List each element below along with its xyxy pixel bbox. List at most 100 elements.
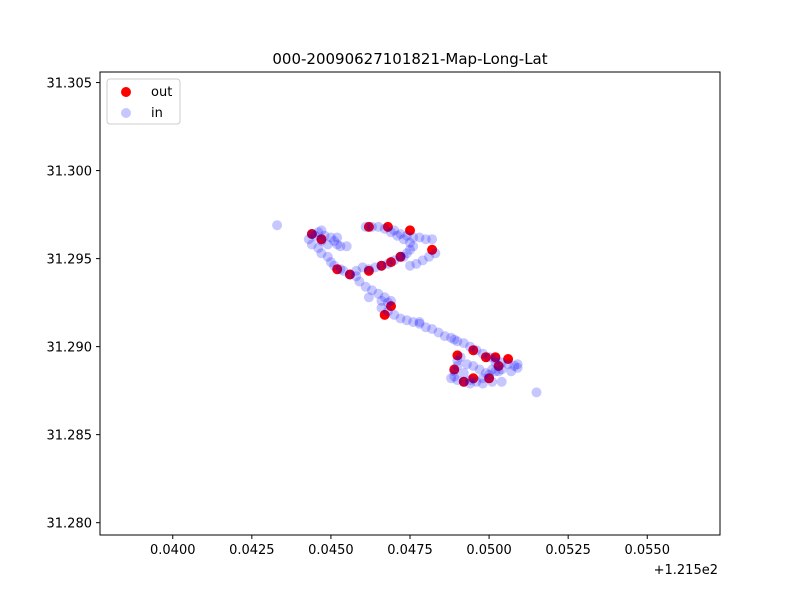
point-in [341,241,352,252]
point-in [465,341,476,352]
point-in [370,262,381,273]
point-in [408,232,419,243]
y-tick-label: 31.285 [47,429,93,444]
point-out [468,373,479,384]
y-tick-label: 31.280 [47,517,93,532]
point-in [424,251,434,262]
point-in [351,265,362,276]
point-out [382,221,393,232]
point-in [310,230,321,241]
point-in [376,295,387,306]
point-in [474,364,485,375]
point-in [465,378,476,389]
point-in [389,309,400,320]
point-in [357,262,368,273]
legend-marker-in [121,108,131,118]
point-in [427,324,438,334]
point-in [487,376,498,387]
point-in [382,306,393,317]
point-in [379,292,390,303]
point-in [386,295,396,306]
point-in [338,265,349,276]
point-in [455,352,466,363]
point-in [332,239,343,250]
point-in [329,260,340,271]
point-in [420,322,431,333]
point-in [446,332,457,343]
point-in [354,276,365,287]
point-out [344,269,355,280]
legend-label-in: in [151,106,163,121]
point-in [376,302,387,313]
point-in [512,362,523,373]
point-in [376,260,387,271]
point-in [382,297,393,308]
point-in [506,366,517,377]
point-in [363,292,374,303]
point-in [313,227,324,238]
point-in [503,359,514,370]
point-out [449,364,460,375]
point-in [325,257,336,268]
point-out [306,229,317,239]
point-in [316,248,327,259]
point-in [319,230,330,241]
point-out [379,309,390,320]
x-tick-label: 0.0450 [308,543,354,558]
x-tick-label: 0.0500 [466,543,512,558]
point-in [433,327,444,338]
y-tick-label: 31.305 [47,77,93,92]
point-in [496,376,507,387]
point-in [405,244,415,255]
x-axis: 0.0400 0.0425 0.0450 0.0475 0.0500 0.0525 0.05… [150,535,670,558]
point-in [303,234,314,245]
point-in [480,368,491,378]
point-in [465,375,476,386]
point-in [373,221,384,232]
point-in [322,251,333,262]
point-in [417,255,428,266]
point-in [367,221,377,232]
point-out [468,345,479,356]
point-in [335,264,346,275]
point-in [439,331,450,342]
x-tick-label: 0.0400 [150,543,196,558]
chart-title: 000-20090627101821-Map-Long-Lat [272,50,547,68]
point-in [411,258,422,269]
x-tick-label: 0.0550 [624,543,670,558]
point-in [316,236,327,246]
point-out [376,260,387,271]
point-in [382,258,393,269]
point-in [386,227,396,238]
point-in [329,236,340,246]
point-in [531,387,542,398]
point-in [392,230,403,241]
point-in [477,378,488,389]
series-in [272,220,542,398]
point-in [471,376,482,387]
point-in [367,285,377,296]
point-out [332,264,343,275]
point-out [316,234,327,245]
point-out [363,221,374,232]
y-tick-label: 31.295 [47,253,93,268]
legend-marker-out [121,87,131,97]
series-out [306,221,514,387]
point-in [414,232,425,243]
point-in [389,255,400,266]
point-in [496,357,507,368]
point-in [405,237,415,248]
point-out [493,361,504,371]
point-in [458,338,469,349]
point-in [452,375,463,386]
point-out [363,265,374,276]
point-in [373,288,384,299]
point-in [325,232,336,243]
point-out [395,251,406,262]
point-in [360,221,371,232]
point-in [306,239,317,250]
point-in [414,317,425,327]
point-out [386,301,396,312]
point-in [401,230,412,241]
point-in [452,361,463,371]
